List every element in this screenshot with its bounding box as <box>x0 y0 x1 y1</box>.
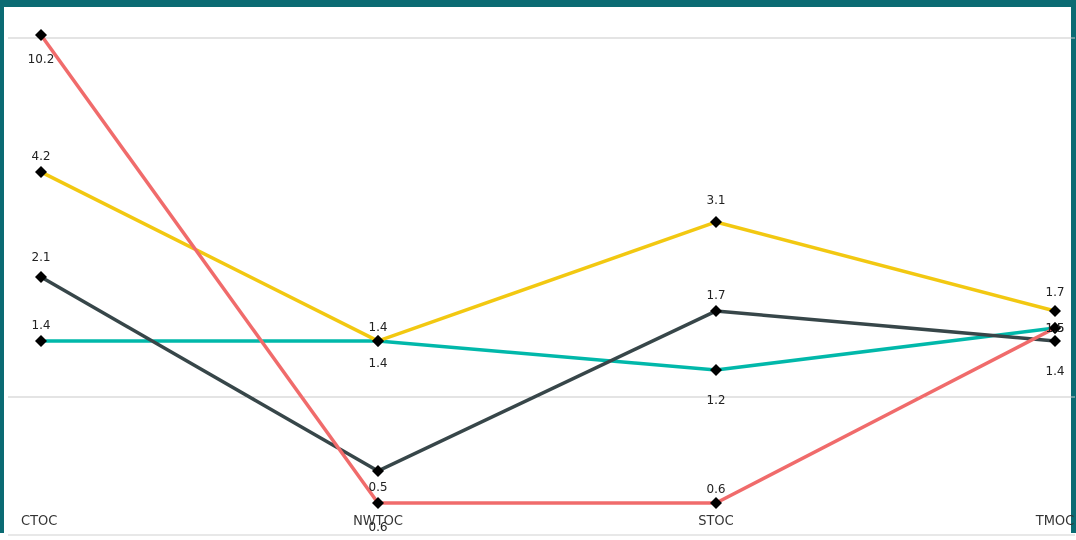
data-point <box>1049 322 1061 334</box>
data-label: 1.4 <box>368 356 387 370</box>
data-label: 1.5 <box>1045 321 1064 335</box>
data-label: 1.7 <box>706 288 725 302</box>
data-label: 0.5 <box>368 480 387 494</box>
x-tick-label: TMOC <box>1035 514 1074 529</box>
data-point <box>710 216 722 228</box>
data-point <box>1049 335 1061 347</box>
x-tick-label: CTOC <box>21 514 57 529</box>
data-point <box>710 497 722 509</box>
data-label: 1.2 <box>706 393 725 407</box>
data-label: 2.1 <box>31 250 50 264</box>
data-point <box>35 335 47 347</box>
data-point <box>372 497 384 509</box>
data-label: 1.7 <box>1045 285 1064 299</box>
data-point <box>35 271 47 283</box>
x-tick-label: NWTOC <box>353 514 403 529</box>
data-labels: 10.2 0.6 0.6 1.5 4.2 1.4 3.1 1.7 2.1 0.5 1.7 1.4 1.4… <box>28 52 1065 534</box>
data-point <box>710 305 722 317</box>
data-label: 0.6 <box>368 520 387 534</box>
data-label: 3.1 <box>706 193 725 207</box>
x-axis: CTOC NWTOC STOC TMOC <box>21 514 1074 529</box>
x-tick-label: STOC <box>698 514 734 529</box>
line-chart: 10.2 0.6 0.6 1.5 4.2 1.4 3.1 1.7 2.1 0.5 1.7 1.4 1.4… <box>8 29 1075 536</box>
data-point <box>35 29 47 41</box>
series-markers <box>35 29 1061 509</box>
series-line-4 <box>41 326 1056 372</box>
data-point <box>1049 305 1061 317</box>
data-point <box>710 364 722 376</box>
data-label: 10.2 <box>28 52 55 66</box>
data-point <box>372 465 384 477</box>
series-lines <box>39 33 1056 505</box>
gridlines <box>8 37 1075 536</box>
data-label: 1.5 <box>1045 321 1064 335</box>
data-label: 4.2 <box>31 149 50 163</box>
data-label: 1.4 <box>1045 364 1064 378</box>
data-label: 1.4 <box>368 320 387 334</box>
series-line-3 <box>40 275 1056 473</box>
series-line-1 <box>39 33 1056 505</box>
data-point <box>372 335 384 347</box>
data-label: 0.6 <box>706 482 725 496</box>
data-label: 1.4 <box>31 318 50 332</box>
series-line-2 <box>40 170 1056 343</box>
data-point <box>35 166 47 178</box>
